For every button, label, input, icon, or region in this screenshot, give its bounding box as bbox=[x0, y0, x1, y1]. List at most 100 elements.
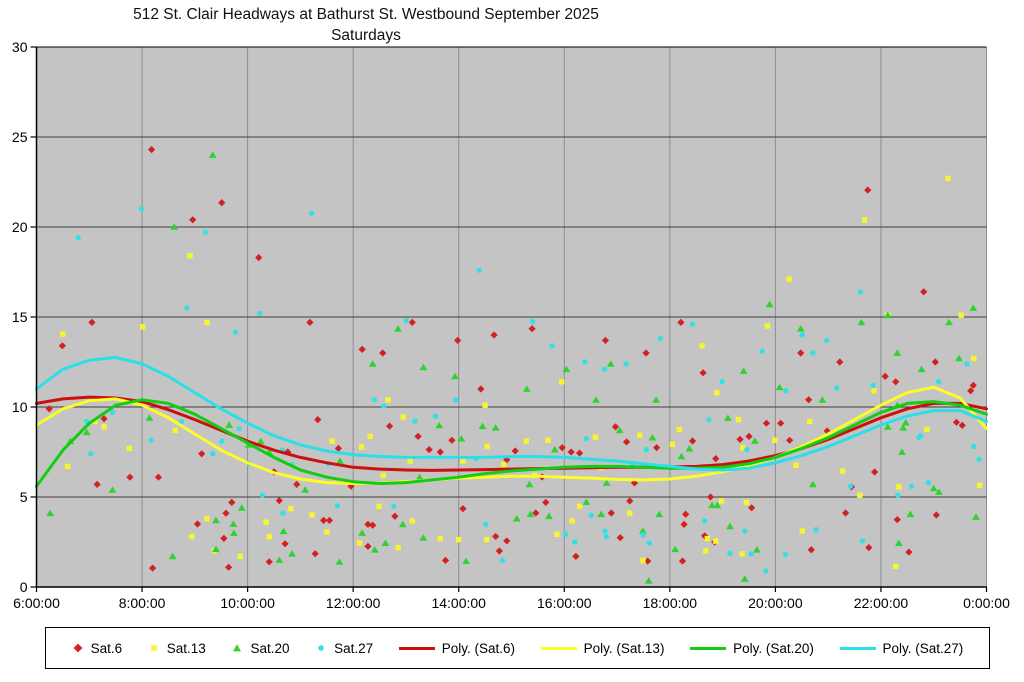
scatter-point bbox=[225, 563, 233, 571]
scatter-point bbox=[311, 550, 319, 558]
legend: Sat.6 Sat.13 Sat.20 Sat.27 Poly. (Sat.6) Poly… bbox=[45, 627, 990, 669]
legend-item: Sat.27 bbox=[315, 641, 373, 656]
scatter-point bbox=[783, 388, 789, 394]
scatter-point bbox=[952, 418, 961, 426]
scatter-point bbox=[799, 528, 806, 534]
scatter-point bbox=[808, 480, 817, 488]
scatter-point bbox=[706, 493, 715, 501]
scatter-point bbox=[976, 482, 983, 488]
scatter-point bbox=[149, 564, 157, 572]
scatter-point bbox=[409, 518, 415, 524]
scatter-point bbox=[368, 360, 377, 367]
scatter-point bbox=[601, 366, 608, 372]
scatter-point bbox=[748, 551, 754, 557]
scatter-point bbox=[460, 458, 466, 464]
scatter-point bbox=[576, 503, 583, 510]
scatter-point bbox=[219, 438, 225, 444]
scatter-point bbox=[955, 354, 963, 362]
poly-trend-line bbox=[35, 356, 988, 472]
x-tick-label: 6:00:00 bbox=[13, 595, 60, 611]
scatter-point bbox=[280, 510, 286, 516]
legend-item: Poly. (Sat.20) bbox=[690, 641, 814, 656]
scatter-point bbox=[256, 437, 265, 445]
poly-trend-line bbox=[35, 398, 988, 488]
scatter-point bbox=[554, 531, 560, 537]
scatter-point bbox=[646, 540, 652, 546]
legend-item: Poly. (Sat.13) bbox=[540, 641, 664, 656]
scatter-point bbox=[969, 381, 977, 389]
scatter-point bbox=[763, 568, 769, 574]
legend-label: Poly. (Sat.20) bbox=[733, 640, 814, 656]
scatter-point bbox=[976, 456, 982, 463]
scatter-point bbox=[739, 551, 745, 557]
scatter-point bbox=[491, 424, 500, 431]
scatter-point bbox=[550, 446, 559, 453]
scatter-point bbox=[892, 378, 900, 386]
scatter-point bbox=[883, 423, 892, 430]
scatter-point bbox=[597, 510, 606, 518]
chart-title-line1: 512 St. Clair Headways at Bathurst St. W… bbox=[133, 6, 599, 23]
scatter-point bbox=[414, 432, 422, 440]
scatter-point bbox=[642, 349, 650, 357]
scatter-point bbox=[602, 479, 611, 486]
scatter-point bbox=[275, 497, 283, 505]
scatter-point bbox=[931, 358, 939, 366]
scatter-point bbox=[967, 387, 975, 395]
scatter-point bbox=[306, 318, 314, 326]
scatter-point bbox=[558, 444, 566, 452]
scatter-point bbox=[602, 528, 608, 534]
scatter-point bbox=[893, 563, 899, 569]
scatter-point bbox=[823, 427, 831, 435]
x-tick-label: 18:00:00 bbox=[643, 595, 698, 611]
scatter-point bbox=[403, 317, 409, 324]
scatter-point bbox=[412, 418, 418, 424]
scatter-point bbox=[237, 504, 246, 511]
scatter-point bbox=[334, 503, 341, 509]
scatter-point bbox=[46, 509, 55, 517]
scatter-point bbox=[266, 533, 272, 540]
scatter-point bbox=[380, 472, 386, 479]
scatter-point bbox=[204, 515, 210, 522]
scatter-point bbox=[685, 444, 694, 452]
scatter-point bbox=[807, 546, 815, 554]
scatter-point bbox=[601, 336, 610, 344]
scatter-point bbox=[93, 480, 101, 488]
scatter-point bbox=[483, 536, 490, 543]
scatter-point bbox=[204, 319, 210, 326]
scatter-point bbox=[958, 312, 964, 318]
scatter-point bbox=[170, 223, 179, 230]
scatter-point bbox=[193, 520, 202, 528]
scatter-point bbox=[932, 511, 940, 519]
x-tick-label: 0:00:00 bbox=[963, 595, 1010, 611]
scatter-point bbox=[391, 503, 397, 510]
scatter-point bbox=[929, 484, 938, 492]
scatter-point bbox=[558, 379, 565, 385]
scatter-point bbox=[415, 473, 424, 481]
scatter-point bbox=[381, 403, 387, 409]
scatter-point bbox=[139, 324, 146, 330]
chart-title-line2: Saturdays bbox=[331, 27, 401, 44]
scatter-point bbox=[451, 372, 459, 380]
legend-line-swatch bbox=[540, 646, 577, 650]
scatter-point bbox=[334, 444, 342, 452]
scatter-point bbox=[759, 348, 765, 354]
scatter-point bbox=[279, 527, 288, 535]
scatter-point bbox=[708, 501, 716, 509]
scatter-point bbox=[222, 509, 230, 517]
scatter-point bbox=[895, 492, 901, 499]
scatter-point bbox=[701, 518, 708, 524]
legend-triangle-icon bbox=[233, 644, 242, 652]
scatter-point bbox=[482, 521, 489, 528]
scatter-point bbox=[301, 486, 310, 493]
scatter-point bbox=[232, 329, 239, 335]
scatter-point bbox=[588, 512, 594, 519]
scatter-point bbox=[381, 539, 390, 546]
scatter-point bbox=[288, 506, 294, 512]
legend-item: Sat.20 bbox=[231, 641, 289, 656]
scatter-point bbox=[630, 479, 639, 487]
scatter-point bbox=[748, 504, 756, 512]
scatter-point bbox=[893, 349, 902, 356]
scatter-point bbox=[369, 521, 377, 529]
scatter-point bbox=[810, 350, 816, 356]
scatter-point bbox=[148, 437, 154, 443]
